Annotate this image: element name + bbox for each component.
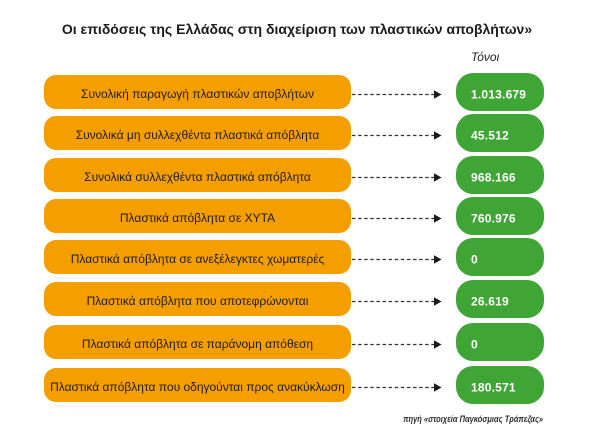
- category-label: Πλαστικά απόβλητα σε παράνομη απόθεση: [81, 337, 314, 351]
- value-pill: 45.512: [456, 114, 544, 152]
- chart-row: Πλαστικά απόβλητα που οδηγούνται προς αν…: [0, 366, 600, 407]
- category-box: Πλαστικά απόβλητα σε ΧΥΤΑ: [44, 199, 351, 233]
- category-label: Πλαστικά απόβλητα που αποτεφρώνονται: [86, 294, 309, 308]
- dashed-arrow-icon: [352, 340, 442, 349]
- chart-row: Πλαστικά απόβλητα σε παράνομη απόθεση 0: [0, 323, 600, 364]
- dashed-arrow-icon: [352, 173, 442, 182]
- category-box: Συνολική παραγωγή πλαστικών αποβλήτων: [44, 75, 351, 109]
- chart-row: Συνολικά συλλεχθέντα πλαστικά απόβλητα 9…: [0, 156, 600, 197]
- chart-row: Πλαστικά απόβλητα σε ανεξέλεγκτες χωματε…: [0, 238, 600, 279]
- category-box: Συνολικά μη συλλεχθέντα πλαστικά απόβλητ…: [44, 116, 351, 150]
- category-box: Πλαστικά απόβλητα σε παράνομη απόθεση: [44, 325, 351, 359]
- category-label: Πλαστικά απόβλητα σε ανεξέλεγκτες χωματε…: [70, 252, 325, 266]
- value-pill: 0: [456, 238, 544, 276]
- category-box: Πλαστικά απόβλητα σε ανεξέλεγκτες χωματε…: [44, 240, 351, 274]
- dashed-arrow-icon: [352, 297, 442, 306]
- value-label: 45.512: [471, 128, 509, 143]
- dashed-arrow-icon: [352, 90, 442, 99]
- value-pill: 760.976: [456, 197, 544, 235]
- value-pill: 26.619: [456, 280, 544, 318]
- value-label: 968.166: [471, 170, 516, 185]
- category-label: Συνολικά συλλεχθέντα πλαστικά απόβλητα: [84, 170, 311, 184]
- units-label: Τόνοι: [471, 50, 500, 64]
- category-label: Πλαστικά απόβλητα που οδηγούνται προς αν…: [50, 380, 345, 394]
- dashed-arrow-icon: [352, 383, 442, 392]
- dashed-arrow-icon: [352, 131, 442, 140]
- value-label: 180.571: [471, 380, 516, 395]
- source-note: πηγή «στοιχεία Παγκόσμιας Τράπεζας»: [403, 414, 543, 425]
- value-pill: 180.571: [456, 366, 544, 404]
- value-pill: 1.013.679: [456, 73, 544, 111]
- category-box: Πλαστικά απόβλητα που οδηγούνται προς αν…: [44, 368, 351, 402]
- value-pill: 968.166: [456, 156, 544, 194]
- dashed-arrow-icon: [352, 255, 442, 264]
- category-label: Συνολικά μη συλλεχθέντα πλαστικά απόβλητ…: [75, 128, 320, 142]
- chart-row: Συνολική παραγωγή πλαστικών αποβλήτων 1.…: [0, 73, 600, 114]
- chart-row: Πλαστικά απόβλητα που αποτεφρώνονται 26.…: [0, 280, 600, 321]
- value-label: 1.013.679: [471, 87, 527, 102]
- category-label: Συνολική παραγωγή πλαστικών αποβλήτων: [81, 87, 314, 101]
- chart-row: Πλαστικά απόβλητα σε ΧΥΤΑ 760.976: [0, 197, 600, 238]
- chart-row: Συνολικά μη συλλεχθέντα πλαστικά απόβλητ…: [0, 114, 600, 155]
- category-label: Πλαστικά απόβλητα σε ΧΥΤΑ: [119, 211, 276, 225]
- page-title: Οι επιδόσεις της Ελλάδας στη διαχείριση …: [61, 21, 533, 37]
- category-box: Πλαστικά απόβλητα που αποτεφρώνονται: [44, 282, 351, 316]
- value-label: 26.619: [471, 294, 509, 309]
- dashed-arrow-icon: [352, 214, 442, 223]
- value-label: 0: [471, 252, 478, 267]
- value-pill: 0: [456, 323, 544, 361]
- value-label: 0: [471, 337, 478, 352]
- value-label: 760.976: [471, 211, 516, 226]
- category-box: Συνολικά συλλεχθέντα πλαστικά απόβλητα: [44, 158, 351, 192]
